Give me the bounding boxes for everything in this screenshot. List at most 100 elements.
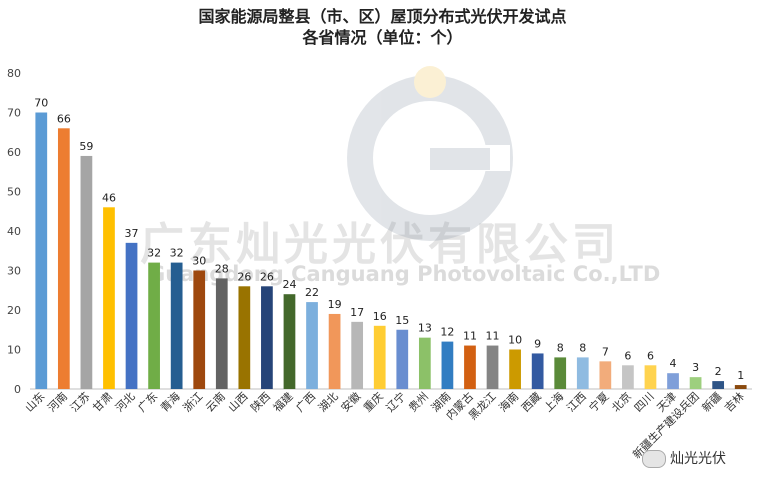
data-label-6: 32 bbox=[170, 247, 184, 260]
y-tick-label: 20 bbox=[7, 304, 21, 317]
data-label-25: 7 bbox=[602, 345, 609, 358]
data-label-5: 32 bbox=[147, 247, 161, 260]
bar-18 bbox=[441, 341, 454, 389]
data-label-17: 13 bbox=[418, 322, 432, 335]
x-tick-label-9: 山西 bbox=[226, 390, 251, 415]
bar-5 bbox=[148, 262, 160, 389]
bar-29 bbox=[689, 377, 702, 389]
bar-2 bbox=[80, 155, 93, 389]
data-label-12: 22 bbox=[305, 286, 319, 299]
data-label-22: 9 bbox=[534, 337, 541, 350]
bar-25 bbox=[599, 361, 612, 389]
bar-20 bbox=[486, 345, 499, 389]
bar-13 bbox=[328, 313, 341, 389]
bar-21 bbox=[509, 349, 521, 389]
x-tick-label-30: 新疆 bbox=[699, 389, 724, 414]
bar-24 bbox=[576, 357, 589, 389]
data-label-29: 3 bbox=[692, 361, 699, 374]
chart-title-line1: 国家能源局整县（市、区）屋顶分布式光伏开发试点 bbox=[198, 7, 567, 26]
y-tick-label: 50 bbox=[7, 186, 21, 199]
x-tick-label-16: 辽宁 bbox=[383, 389, 408, 414]
watermark-company-cn: 广东灿光光伏有限公司 bbox=[140, 219, 620, 270]
data-label-15: 16 bbox=[373, 310, 387, 323]
x-tick-label-11: 福建 bbox=[270, 389, 295, 414]
bar-31 bbox=[734, 385, 747, 389]
bar-16 bbox=[396, 329, 409, 389]
data-label-13: 19 bbox=[328, 298, 342, 311]
x-tick-label-10: 陕西 bbox=[248, 389, 273, 414]
data-label-20: 11 bbox=[486, 330, 500, 343]
x-tick-label-2: 江苏 bbox=[68, 390, 93, 415]
watermark-company-en: Guangdong Canguang Photovoltaic Co.,LTD bbox=[148, 262, 661, 286]
bar-19 bbox=[464, 345, 476, 389]
bar-12 bbox=[306, 302, 318, 389]
x-tick-label-26: 北京 bbox=[609, 389, 634, 414]
data-label-27: 6 bbox=[647, 349, 654, 362]
data-label-0: 70 bbox=[34, 97, 48, 110]
data-label-30: 2 bbox=[715, 365, 722, 378]
y-tick-label: 40 bbox=[7, 225, 21, 238]
y-tick-label: 30 bbox=[7, 265, 21, 278]
x-tick-label-8: 云南 bbox=[203, 390, 228, 415]
bar-10 bbox=[261, 286, 273, 389]
bar-17 bbox=[418, 337, 431, 389]
data-label-8: 28 bbox=[215, 262, 229, 275]
brand-badge: 灿光光伏 bbox=[642, 448, 726, 468]
watermark-logo-icon bbox=[347, 66, 513, 241]
bar-26 bbox=[622, 365, 634, 389]
data-label-7: 30 bbox=[192, 255, 206, 268]
x-tick-label-14: 安徽 bbox=[338, 389, 363, 414]
x-tick-label-0: 山东 bbox=[23, 390, 48, 415]
x-tick-label-15: 重庆 bbox=[360, 389, 385, 414]
x-tick-label-12: 广西 bbox=[293, 390, 318, 415]
x-tick-label-22: 西藏 bbox=[519, 390, 544, 415]
bar-3 bbox=[103, 207, 115, 389]
brand-label: 灿光光伏 bbox=[670, 451, 726, 467]
x-tick-label-27: 四川 bbox=[632, 390, 657, 415]
data-label-1: 66 bbox=[57, 112, 71, 125]
data-label-23: 8 bbox=[557, 341, 564, 354]
x-tick-label-7: 浙江 bbox=[181, 390, 206, 415]
data-label-24: 8 bbox=[579, 341, 586, 354]
data-label-19: 11 bbox=[463, 330, 477, 343]
wechat-icon bbox=[642, 450, 666, 468]
x-tick-label-25: 宁夏 bbox=[586, 389, 611, 414]
x-tick-label-21: 海南 bbox=[496, 389, 521, 414]
y-tick-label: 80 bbox=[7, 67, 21, 80]
chart-title: 国家能源局整县（市、区）屋顶分布式光伏开发试点 各省情况（单位：个） bbox=[0, 6, 765, 48]
bar-22 bbox=[531, 353, 544, 389]
y-tick-label: 10 bbox=[7, 344, 21, 357]
bar-8 bbox=[215, 278, 228, 389]
data-label-16: 15 bbox=[395, 314, 409, 327]
data-label-9: 26 bbox=[237, 270, 251, 283]
bar-27 bbox=[644, 365, 657, 389]
bar-0 bbox=[35, 112, 48, 389]
data-label-2: 59 bbox=[79, 140, 93, 153]
bar-6 bbox=[170, 262, 183, 389]
chart-title-line2: 各省情况（单位：个） bbox=[302, 28, 463, 47]
data-label-28: 4 bbox=[670, 357, 677, 370]
bar-1 bbox=[57, 128, 70, 390]
data-label-14: 17 bbox=[350, 306, 364, 319]
bar-11 bbox=[283, 294, 296, 389]
bar-4 bbox=[125, 242, 138, 389]
data-label-10: 26 bbox=[260, 270, 274, 283]
x-tick-label-4: 河北 bbox=[113, 390, 138, 415]
bar-15 bbox=[373, 325, 386, 389]
data-label-4: 37 bbox=[125, 227, 139, 240]
bar-23 bbox=[554, 357, 567, 389]
x-tick-label-6: 青海 bbox=[157, 389, 182, 414]
data-label-11: 24 bbox=[282, 278, 296, 291]
bar-30 bbox=[712, 381, 725, 389]
y-tick-label: 70 bbox=[7, 107, 21, 120]
x-tick-label-3: 甘肃 bbox=[90, 390, 115, 415]
y-tick-label: 60 bbox=[7, 146, 21, 159]
y-tick-label: 0 bbox=[14, 383, 21, 396]
x-tick-label-5: 广东 bbox=[135, 390, 160, 415]
data-label-18: 12 bbox=[440, 326, 454, 339]
bar-9 bbox=[238, 286, 251, 389]
data-label-26: 6 bbox=[624, 349, 631, 362]
bar-28 bbox=[667, 373, 679, 389]
bar-14 bbox=[351, 321, 364, 389]
